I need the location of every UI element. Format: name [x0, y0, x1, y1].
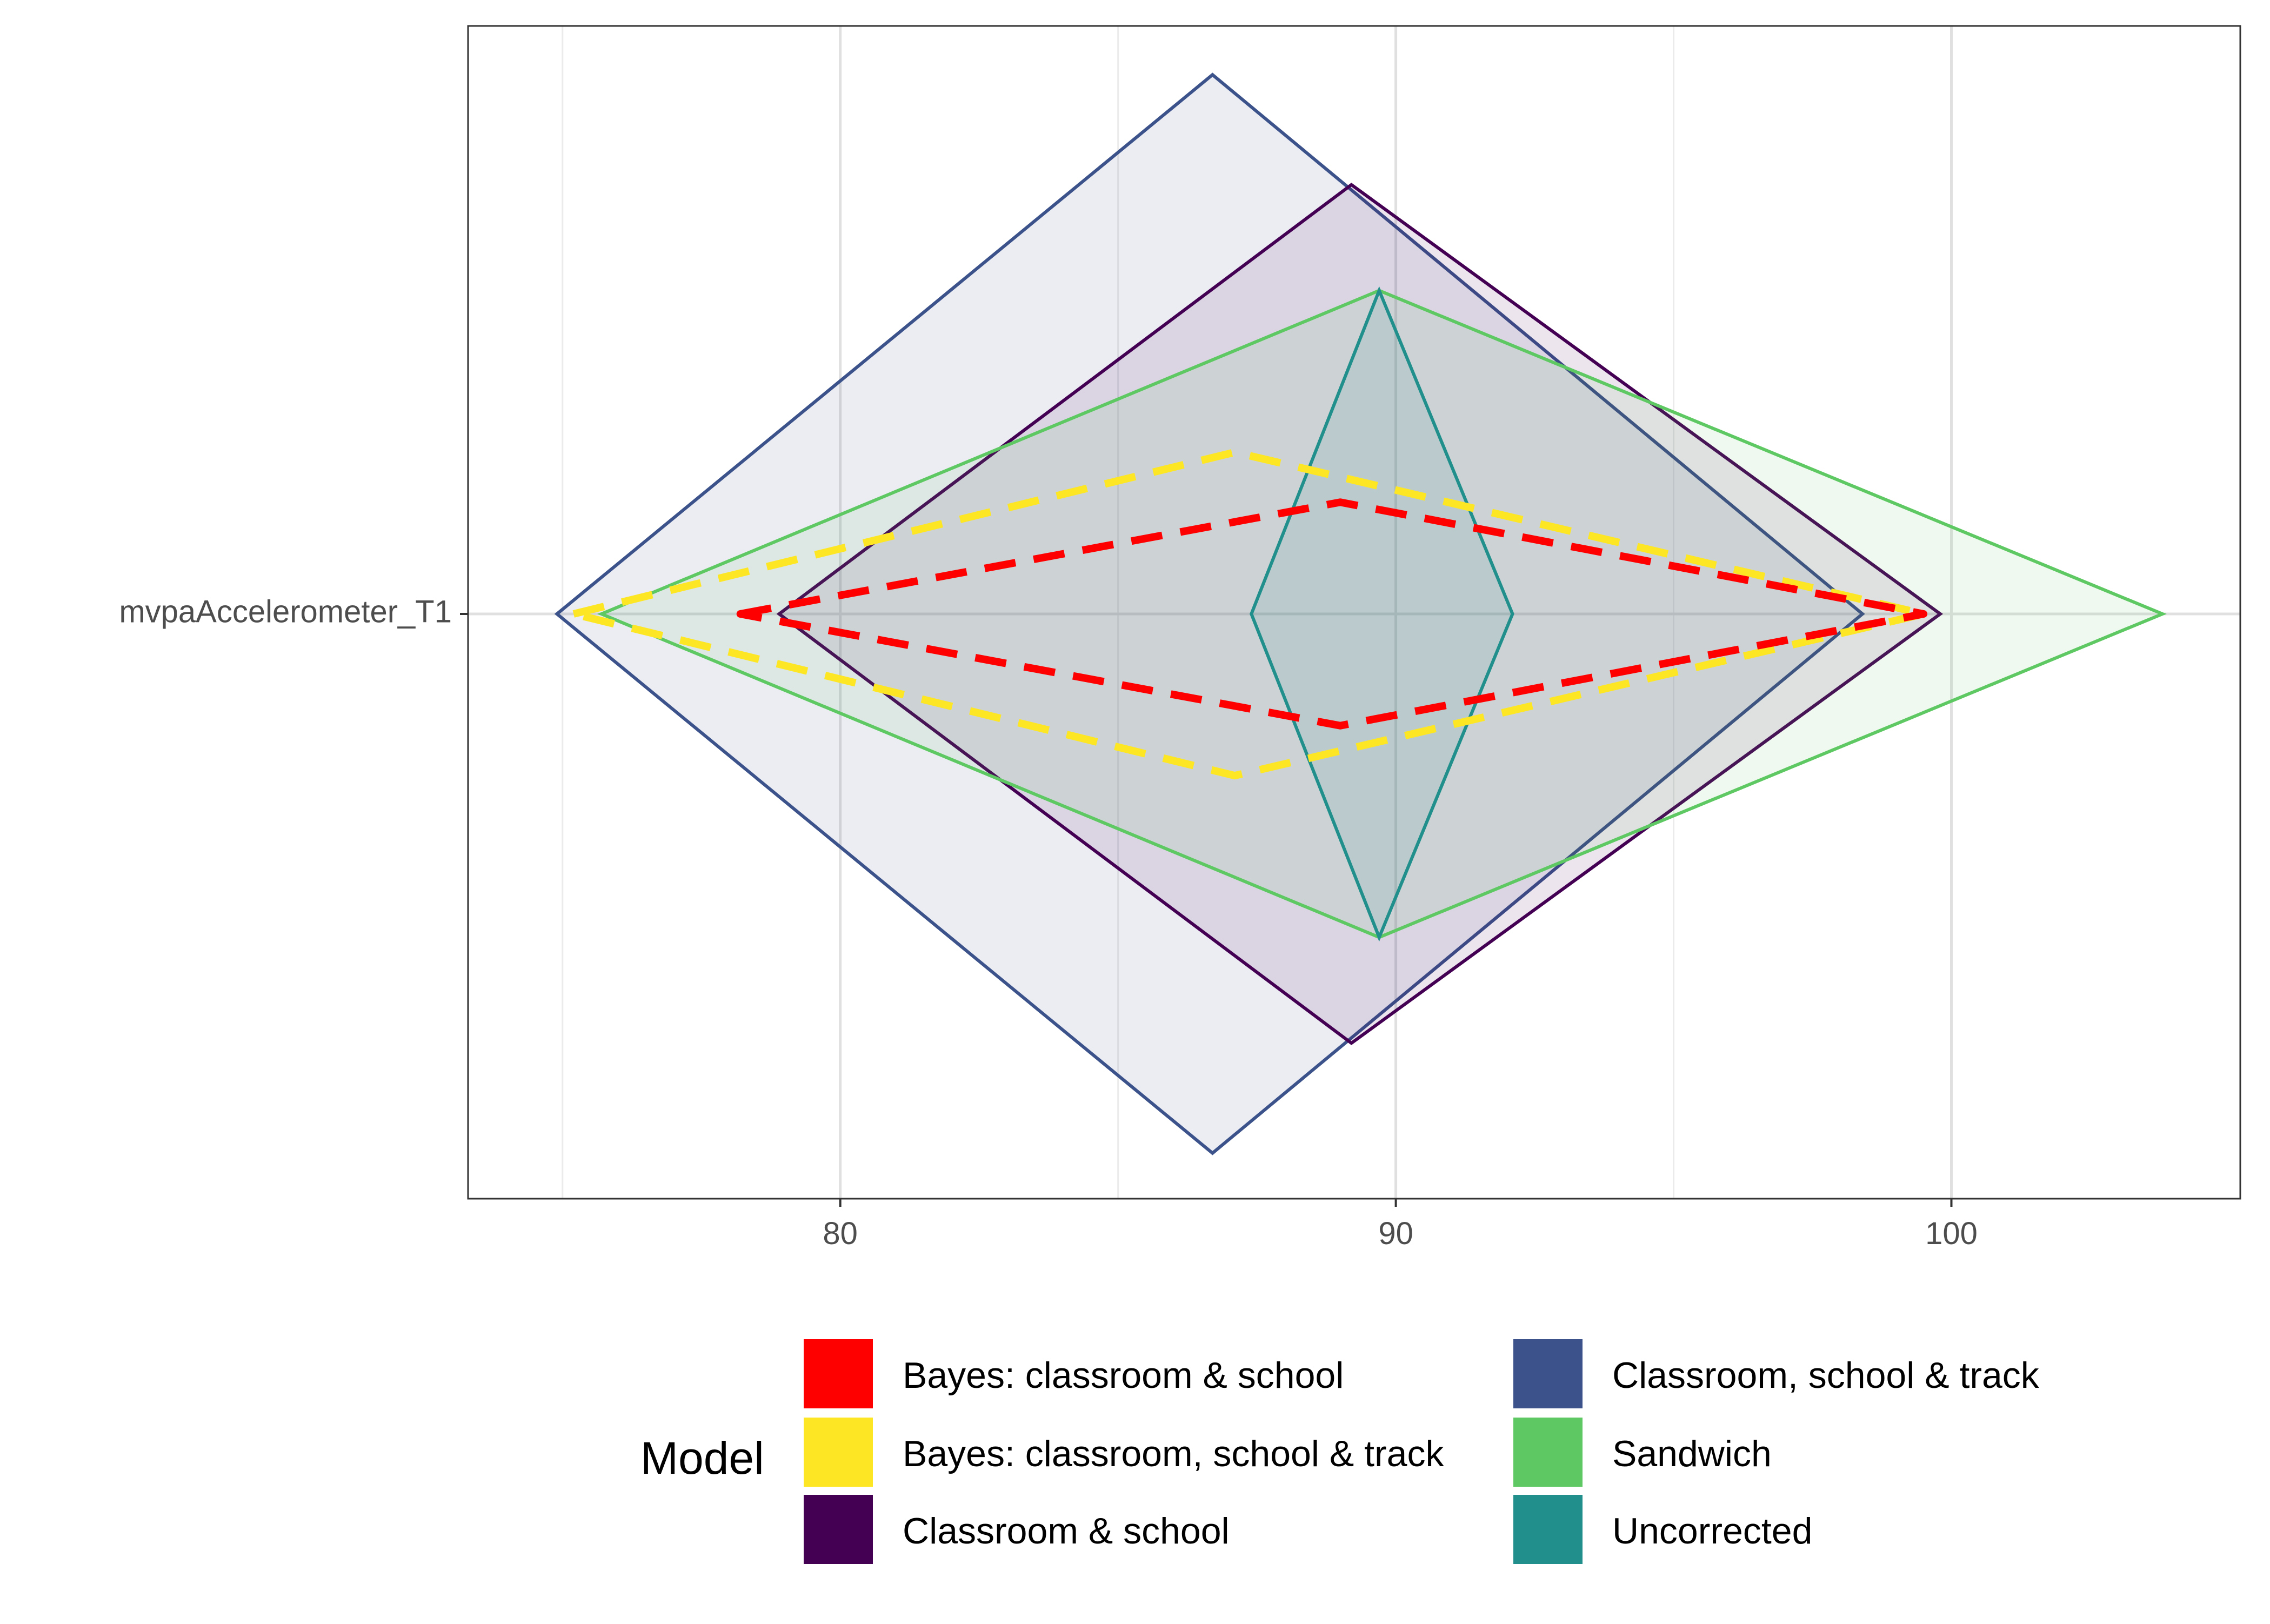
legend-key-bayes-classroom-school — [804, 1339, 873, 1408]
legend-label-classroom-school: Classroom & school — [903, 1511, 1230, 1552]
series-layer — [554, 72, 2167, 1155]
legend-label-bayes-classroom-school-track: Bayes: classroom, school & track — [903, 1433, 1444, 1474]
x-tick-label: 100 — [1925, 1216, 1978, 1251]
x-tick-label: 90 — [1378, 1216, 1413, 1251]
series-classroom-school-track — [554, 72, 1865, 1155]
series-bayes-classroom-school-track — [570, 448, 1928, 780]
series-uncorrected — [1250, 286, 1514, 942]
series-sandwich — [597, 289, 2167, 939]
legend-label-classroom-school-track: Classroom, school & track — [1612, 1355, 2040, 1396]
legend-key-sandwich — [1513, 1418, 1583, 1487]
legend-key-classroom-school — [804, 1495, 873, 1564]
series-classroom-school — [776, 183, 1943, 1045]
legend: Model Bayes: classroom & school Bayes: cl… — [640, 1339, 2040, 1564]
axis-layer: mvpaAccelerometer_T1 80 90 100 — [119, 594, 1978, 1251]
legend-label-bayes-classroom-school: Bayes: classroom & school — [903, 1355, 1344, 1396]
x-tick-label: 80 — [823, 1216, 858, 1251]
legend-key-bayes-classroom-school-track — [804, 1418, 873, 1487]
legend-title: Model — [640, 1433, 764, 1483]
series-bayes-classroom-school — [736, 498, 1928, 730]
legend-key-uncorrected — [1513, 1495, 1583, 1564]
grid-layer — [468, 26, 2240, 1199]
plot-border — [467, 25, 2241, 1200]
legend-key-classroom-school-track — [1513, 1339, 1583, 1408]
legend-label-uncorrected: Uncorrected — [1612, 1511, 1812, 1552]
legend-label-sandwich: Sandwich — [1612, 1433, 1772, 1474]
y-tick-label: mvpaAccelerometer_T1 — [119, 594, 452, 629]
